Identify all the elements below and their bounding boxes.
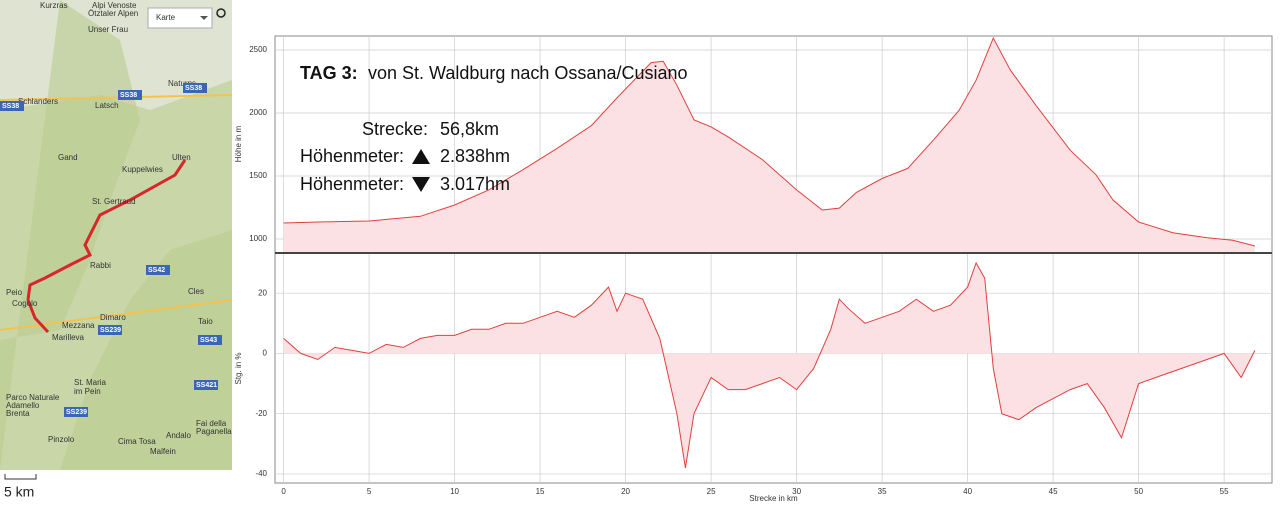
- map-label: Brenta: [6, 409, 30, 418]
- map-label: Ulten: [172, 153, 191, 162]
- area-fill: [283, 263, 1255, 468]
- road-label: SS239: [100, 327, 121, 334]
- road-shield: [98, 325, 122, 335]
- map-label: Alpi Venoste: [92, 1, 137, 10]
- y-tick-label: -40: [255, 469, 267, 478]
- road-shield: [183, 83, 207, 93]
- x-tick-label: 15: [536, 487, 545, 496]
- map-label: Marilleva: [52, 333, 85, 342]
- map-label: Kuppelwies: [122, 165, 163, 174]
- map-label: St. Maria: [74, 378, 107, 387]
- road-label: SS421: [196, 382, 217, 389]
- road-shield: [146, 265, 170, 275]
- y-tick-label: -20: [255, 409, 267, 418]
- line: [283, 36, 1256, 247]
- map-label: Pinzolo: [48, 435, 75, 444]
- x-tick-label: 0: [281, 487, 286, 496]
- x-tick-label: 10: [450, 487, 459, 496]
- road: [0, 299, 233, 331]
- map-label: Ötztaler Alpen: [88, 9, 138, 18]
- map-label: Fai della: [196, 419, 227, 428]
- road-label: SS38: [2, 103, 19, 110]
- y-tick-label: 2500: [249, 45, 267, 54]
- map-label: Latsch: [95, 101, 119, 110]
- x-tick-label: 5: [367, 487, 372, 496]
- road-label: SS43: [200, 337, 217, 344]
- ascent: 2.838hm: [440, 146, 510, 166]
- forest: [0, 0, 232, 470]
- map-label: Gand: [58, 153, 78, 162]
- plot-frame: [274, 35, 1273, 484]
- map-type-button[interactable]: [147, 7, 213, 29]
- down-icon: [412, 177, 430, 192]
- scale-bg: [0, 470, 232, 508]
- y-tick-label: 20: [258, 288, 267, 297]
- x-tick-label: 20: [621, 487, 630, 496]
- map-label: Cogolo: [12, 299, 38, 308]
- road-label: SS38: [185, 85, 202, 92]
- route-title: von St. Waldburg nach Ossana/Cusiano: [368, 63, 688, 83]
- y-axis-label: Höhe in m: [234, 125, 243, 162]
- map-label: Parco Naturale: [6, 393, 60, 402]
- map-label: Andalo: [166, 431, 191, 440]
- x-tick-label: 30: [792, 487, 801, 496]
- map-label: Cles: [188, 287, 204, 296]
- x-tick-label: 45: [1049, 487, 1058, 496]
- road: [0, 94, 233, 101]
- map-label: Naturns: [168, 79, 196, 88]
- zoom-icon[interactable]: [216, 8, 226, 18]
- scale-bar: [4, 474, 37, 480]
- dropdown-arrow: [200, 16, 208, 20]
- map-label: Mezzana: [62, 321, 95, 330]
- area-fill: [283, 38, 1255, 252]
- descent-label: Höhenmeter:: [300, 174, 404, 194]
- route: [26, 159, 187, 334]
- y-tick-label: 2000: [249, 108, 267, 117]
- map-type[interactable]: Karte: [156, 13, 176, 22]
- scale-label: 5 km: [4, 484, 34, 500]
- x-axis-label: Strecke in km: [749, 494, 798, 503]
- x-tick-label: 40: [963, 487, 972, 496]
- day: TAG 3:: [300, 63, 358, 83]
- map-label: Kurzras: [40, 1, 68, 10]
- info: TAG 3: von St. Waldburg nach Ossana/Cusi…: [300, 63, 688, 194]
- map-label: Adamello: [6, 401, 40, 410]
- map-label: Cima Tosa: [118, 437, 156, 446]
- road-label: SS42: [148, 267, 165, 274]
- x-tick-label: 25: [707, 487, 716, 496]
- distance: 56,8km: [440, 119, 499, 139]
- road-shield: [0, 101, 24, 111]
- y-tick-label: 1000: [249, 234, 267, 243]
- road-shield: [194, 380, 218, 390]
- road-label: SS38: [120, 92, 137, 99]
- map-label: Malfein: [150, 447, 176, 456]
- map-label: im Pein: [74, 387, 101, 396]
- map-label: Peio: [6, 288, 23, 297]
- x-tick-label: 35: [878, 487, 887, 496]
- map-label: Unser Frau: [88, 25, 128, 34]
- up-icon: [412, 149, 430, 164]
- y-tick-label: 1500: [249, 171, 267, 180]
- distance-label: Strecke:: [362, 119, 428, 139]
- ascent-label: Höhenmeter:: [300, 146, 404, 166]
- map-label: Taio: [198, 317, 213, 326]
- map-label: St. Gertraud: [92, 197, 136, 206]
- map-label: Dimaro: [100, 313, 126, 322]
- y-axis-label: Stg. in %: [234, 352, 243, 384]
- road-shield: [64, 407, 88, 417]
- map-label: Rabbi: [90, 261, 111, 270]
- x-tick-label: 55: [1220, 487, 1229, 496]
- map-label: Schlanders: [18, 97, 58, 106]
- road-shield: [118, 90, 142, 100]
- x-tick-label: 50: [1134, 487, 1143, 496]
- line: [283, 261, 1256, 468]
- y-tick-label: 0: [263, 349, 268, 358]
- map-label: Paganella: [196, 427, 232, 436]
- road-shield: [198, 335, 222, 345]
- descent: 3.017hm: [440, 174, 510, 194]
- road-label: SS239: [66, 409, 87, 416]
